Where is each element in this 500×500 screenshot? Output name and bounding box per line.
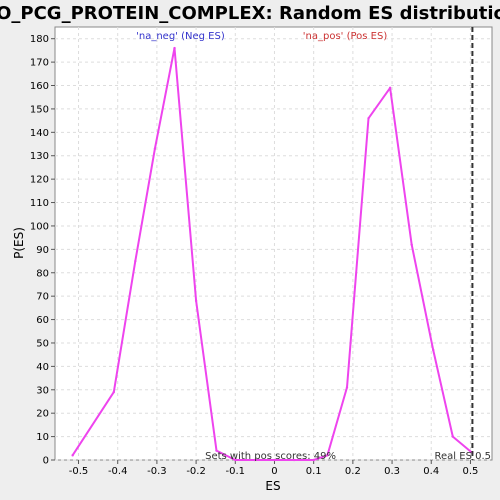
data-point (194, 299, 198, 303)
y-axis-label: P(ES) (12, 227, 26, 259)
data-point (253, 458, 257, 462)
sets-pos-scores-label: Sets with pos scores: 49% (205, 451, 336, 462)
data-point (367, 117, 370, 120)
y-tick-label: 140 (30, 128, 49, 139)
x-tick-label: -0.2 (186, 466, 206, 477)
y-tick-label: 80 (36, 268, 49, 279)
y-tick-label: 20 (36, 409, 49, 420)
grid (55, 27, 492, 461)
y-tick-label: 30 (36, 385, 49, 396)
pos-es-label: 'na_pos' (Pos ES) (303, 31, 388, 42)
x-tick-label: 0.5 (462, 466, 478, 477)
data-point (134, 259, 137, 263)
y-tick-label: 110 (30, 198, 49, 209)
data-point (326, 454, 329, 457)
plot-area (54, 26, 493, 461)
y-tick-label: 150 (30, 104, 49, 115)
data-point (153, 147, 157, 150)
chart-title: GO_PCG_PROTEIN_COMPLEX: Random ES distri… (0, 3, 500, 24)
x-tick-label: 0 (271, 466, 277, 477)
x-tick-label: -0.3 (147, 466, 167, 477)
x-tick-label: 0.2 (345, 466, 361, 477)
y-tick-label: 50 (36, 338, 49, 349)
y-tick-label: 130 (30, 151, 49, 162)
data-point (173, 46, 176, 50)
y-tick-label: 120 (30, 175, 49, 186)
real-es-label: Real ES 0.5 (435, 451, 491, 462)
x-tick-label: -0.4 (108, 466, 128, 477)
data-point (312, 458, 315, 462)
x-tick-label: 0.1 (306, 466, 322, 477)
neg-es-label: 'na_neg' (Neg ES) (136, 31, 225, 42)
y-tick-label: 10 (36, 432, 49, 443)
y-tick-label: 60 (36, 315, 49, 326)
y-tick-label: 90 (36, 245, 49, 256)
y-tick-label: 160 (30, 81, 49, 92)
data-point (345, 386, 349, 389)
data-point (410, 243, 413, 246)
x-axis-label: ES (265, 479, 280, 493)
series-line (71, 47, 474, 461)
series-group (71, 46, 474, 462)
x-tick-label: -0.5 (69, 466, 89, 477)
data-point (112, 390, 115, 394)
data-point (432, 348, 435, 352)
x-tick-label: 0.3 (384, 466, 400, 477)
data-point (234, 458, 237, 462)
axes: -0.5 -0.4 -0.3 -0.2 -0.1 0 0.1 0.2 0.3 0.4 0.5 0 10 2… (30, 34, 478, 477)
data-point (71, 454, 74, 457)
y-tick-label: 180 (30, 34, 49, 45)
data-point (388, 86, 392, 90)
y-tick-label: 40 (36, 362, 49, 373)
y-tick-label: 70 (36, 292, 49, 303)
data-point (292, 458, 296, 462)
data-point (451, 435, 455, 438)
y-tick-label: 170 (30, 58, 49, 69)
y-tick-label: 100 (30, 221, 49, 232)
x-tick-label: 0.4 (423, 466, 439, 477)
data-point (273, 458, 276, 462)
y-tick-label: 0 (43, 456, 49, 467)
data-point (215, 449, 218, 452)
x-tick-label: -0.1 (226, 466, 246, 477)
